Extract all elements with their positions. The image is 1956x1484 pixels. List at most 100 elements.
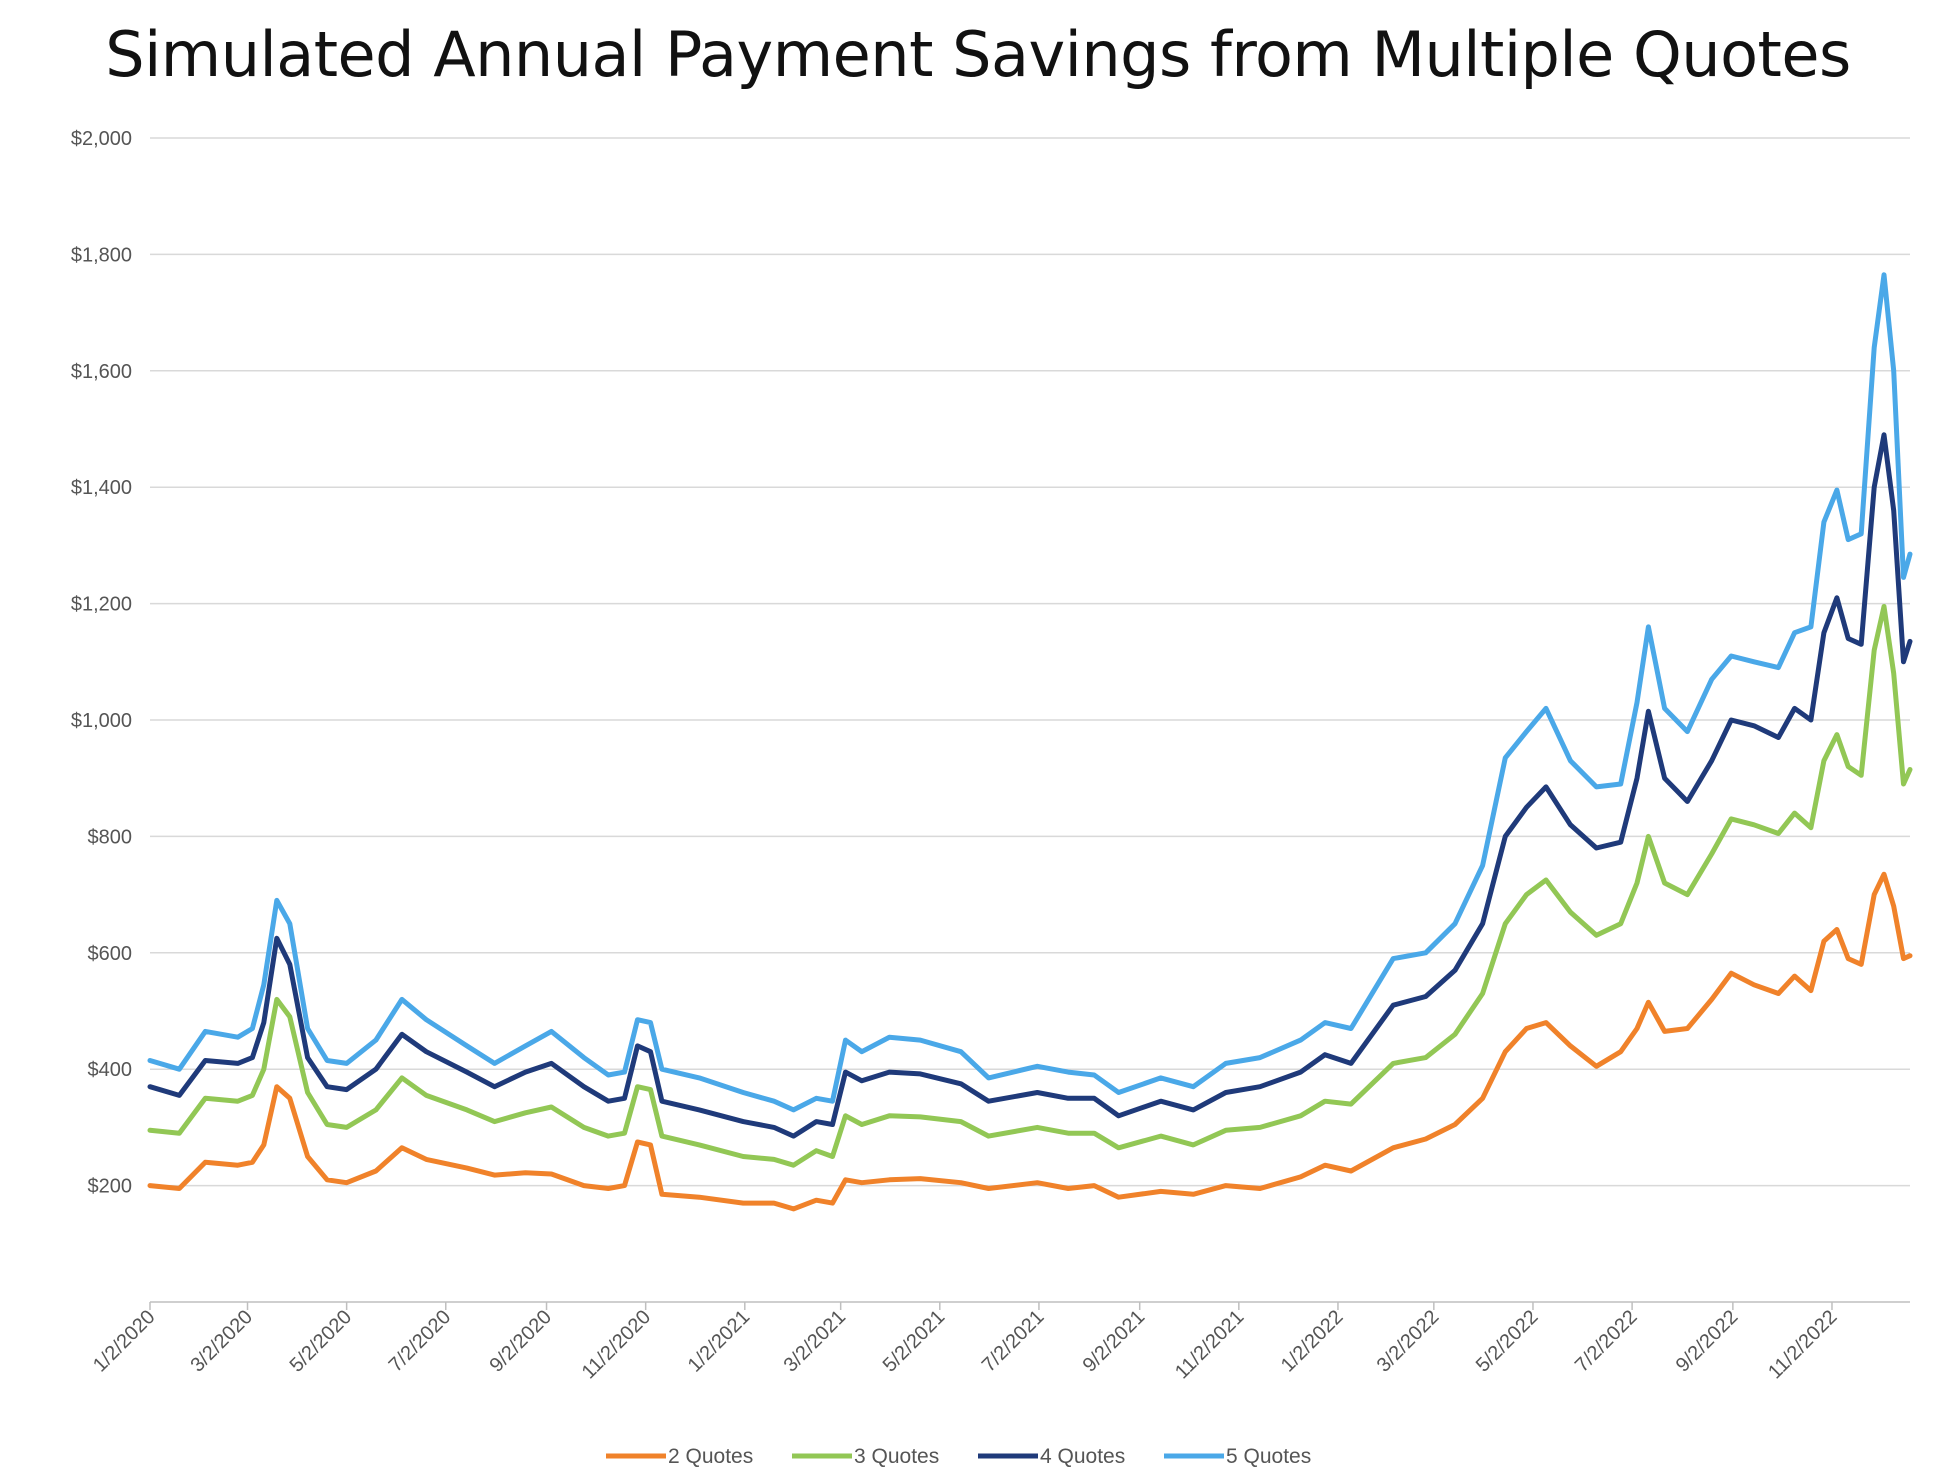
data-point	[1901, 782, 1906, 786]
gridlines	[150, 137, 1910, 1187]
axes: $200 $400 $600 $800 $1,000 $1,200 $1,400 $1,600…	[71, 128, 1910, 1383]
data-point	[1752, 822, 1756, 827]
data-point	[859, 1180, 864, 1185]
data-point	[606, 1134, 611, 1139]
data-point	[1092, 1073, 1097, 1077]
data-point	[1423, 1055, 1428, 1060]
data-point	[1453, 1032, 1457, 1037]
data-point	[1792, 811, 1797, 816]
y-tick-label: $800	[88, 826, 133, 848]
data-point	[1685, 892, 1690, 897]
data-point	[1752, 723, 1756, 728]
data-point	[148, 1084, 152, 1089]
data-point	[958, 1049, 963, 1054]
data-point	[1349, 1061, 1353, 1066]
data-point	[250, 1093, 255, 1098]
data-point	[1524, 805, 1529, 810]
data-point	[1618, 1049, 1623, 1054]
data-point	[399, 1145, 404, 1150]
data-point	[1891, 671, 1896, 676]
data-point	[1191, 1142, 1196, 1147]
data-point	[492, 1061, 497, 1066]
data-point	[1035, 1090, 1040, 1095]
data-point	[859, 1122, 864, 1127]
data-point	[549, 1105, 554, 1109]
data-point	[274, 1084, 279, 1089]
data-point	[1066, 1096, 1071, 1101]
data-point	[1349, 1102, 1353, 1107]
data-point	[287, 921, 292, 926]
data-point	[606, 1186, 611, 1191]
data-point	[1776, 991, 1781, 996]
data-point	[424, 1049, 429, 1054]
data-point	[622, 1096, 627, 1101]
data-point	[830, 1201, 835, 1206]
data-point	[635, 1140, 640, 1144]
data-point	[741, 1154, 746, 1159]
x-tick-label: 11/2/2020	[578, 1306, 655, 1383]
data-point	[177, 1131, 182, 1136]
data-point	[772, 1099, 776, 1104]
data-point	[1524, 892, 1529, 897]
data-point	[1901, 575, 1906, 580]
data-point	[697, 1075, 702, 1080]
data-point	[1752, 659, 1756, 664]
data-point	[859, 1049, 864, 1054]
data-point	[814, 1148, 819, 1153]
data-point	[1544, 706, 1548, 711]
data-point	[1480, 921, 1485, 926]
data-point	[492, 1173, 497, 1178]
data-point	[1116, 1090, 1121, 1095]
data-point	[581, 1055, 586, 1060]
data-point	[1859, 642, 1864, 647]
data-point	[814, 1119, 819, 1124]
data-point	[325, 1122, 330, 1127]
data-point	[1503, 755, 1508, 760]
data-point	[659, 1067, 664, 1072]
data-point	[1662, 1029, 1667, 1034]
data-point	[1391, 956, 1396, 961]
data-point	[177, 1067, 182, 1072]
data-point	[843, 1113, 848, 1118]
data-point	[1191, 1192, 1196, 1197]
data-point	[1891, 368, 1896, 373]
data-point	[523, 1070, 528, 1075]
y-tick-label: $200	[88, 1176, 133, 1198]
x-tick-label: 3/2/2022	[1373, 1306, 1444, 1377]
data-point	[373, 1067, 378, 1072]
data-point	[1729, 718, 1734, 722]
data-point	[261, 982, 266, 987]
data-point	[1808, 825, 1813, 830]
data-point	[1709, 758, 1714, 763]
data-point	[274, 898, 279, 903]
data-point	[287, 962, 292, 967]
data-point	[1635, 881, 1639, 885]
data-point	[1908, 953, 1912, 958]
data-point	[177, 1093, 182, 1098]
data-point	[697, 1195, 702, 1200]
x-tick-label: 5/2/2021	[879, 1306, 950, 1377]
data-point	[918, 1038, 923, 1043]
data-point	[1503, 1049, 1508, 1054]
data-point	[464, 1166, 469, 1171]
data-point	[1709, 851, 1714, 856]
data-point	[305, 1026, 310, 1031]
data-point	[1872, 345, 1877, 350]
data-point	[1709, 677, 1714, 682]
data-point	[203, 1096, 208, 1101]
data-point	[492, 1084, 497, 1089]
data-point	[373, 1038, 378, 1043]
data-point	[1298, 1070, 1303, 1075]
data-point	[1646, 1000, 1651, 1005]
data-point	[1391, 1061, 1396, 1066]
x-tick-label: 7/2/2021	[978, 1306, 1049, 1377]
data-point	[1646, 834, 1651, 839]
data-point	[287, 1014, 292, 1019]
data-point	[697, 1107, 702, 1112]
data-point	[1834, 732, 1839, 737]
data-point	[274, 936, 279, 941]
data-point	[1729, 971, 1734, 976]
legend-label: 4 Quotes	[1040, 1445, 1125, 1468]
y-tick-label: $600	[88, 943, 133, 965]
data-point	[1908, 639, 1912, 644]
